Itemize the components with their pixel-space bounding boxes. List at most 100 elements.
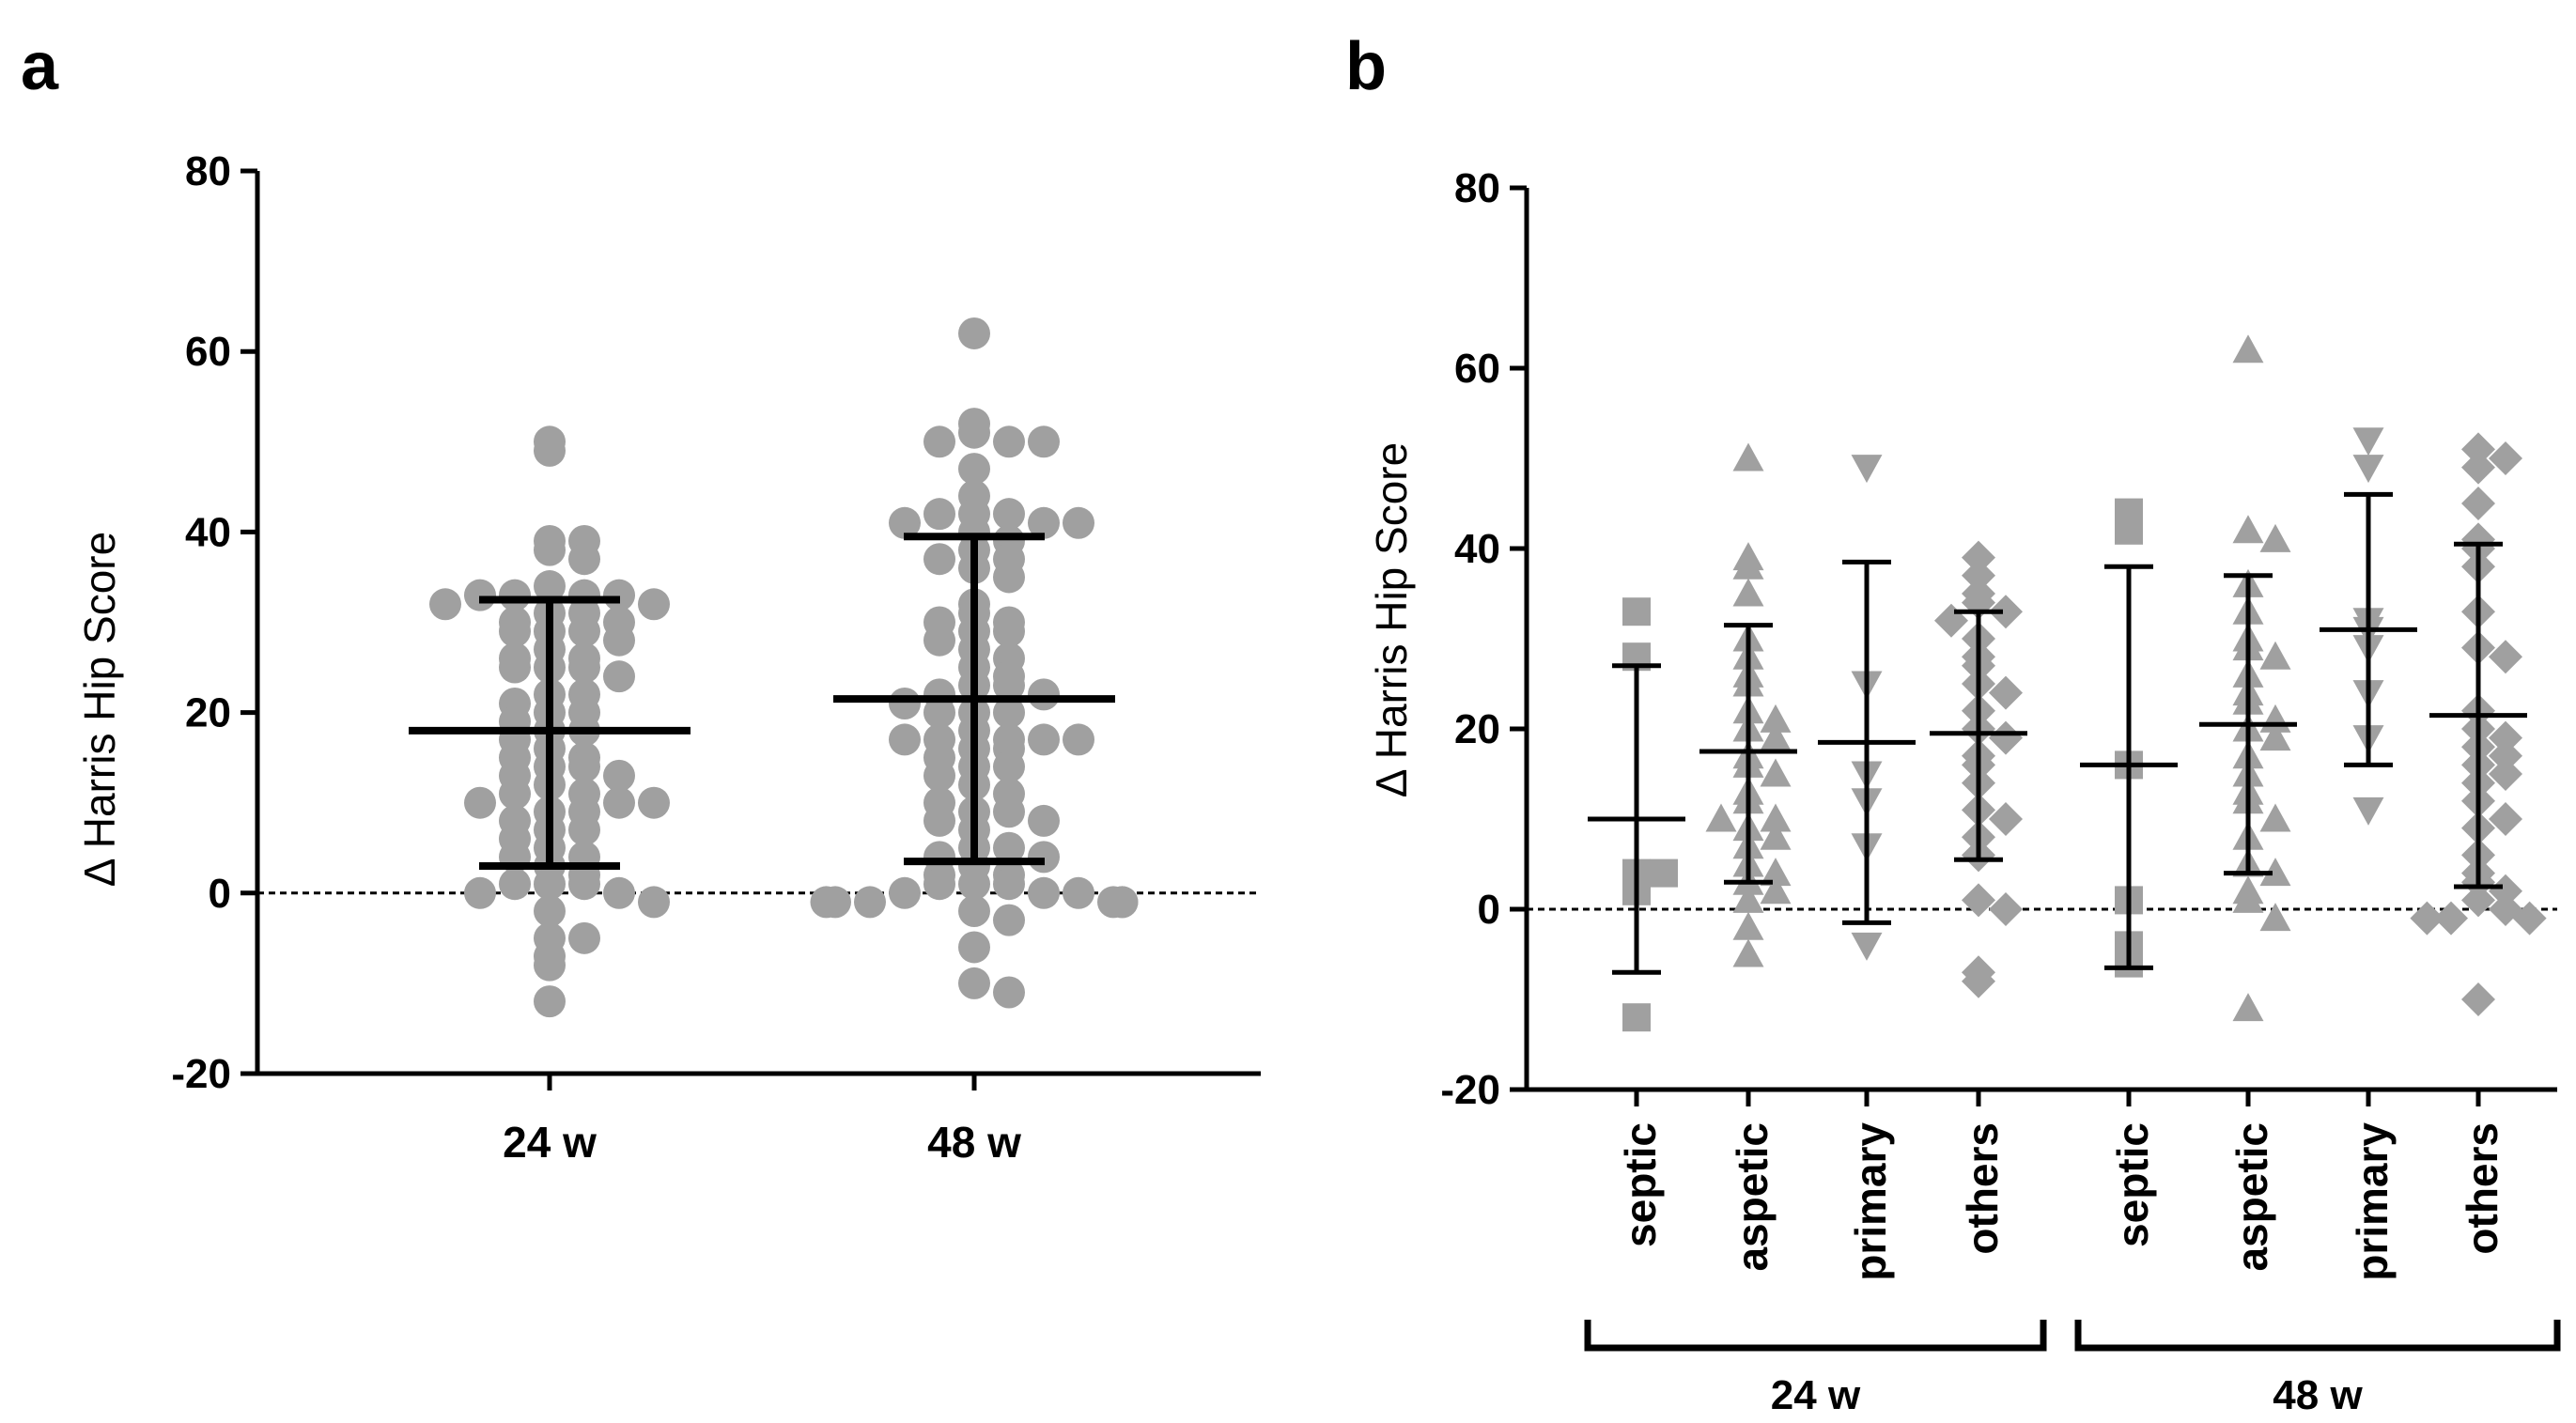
data-point	[603, 759, 635, 792]
data-point	[993, 796, 1025, 828]
data-point	[603, 786, 635, 819]
data-point	[958, 895, 990, 928]
data-point	[568, 921, 600, 954]
panel-b-y-tick-label: 20	[1454, 706, 1500, 752]
data-point	[2232, 515, 2264, 544]
panel-a-y-tick-label: 0	[209, 871, 231, 917]
data-point	[429, 588, 461, 621]
data-point	[1732, 911, 1764, 940]
panel-a-y-tick-label: 20	[185, 690, 231, 736]
data-point	[1063, 506, 1094, 539]
data-point	[1028, 876, 1060, 909]
data-point	[638, 886, 670, 919]
data-point	[854, 886, 886, 919]
panel-a-y-axis-title: Δ Harris Hip Score	[75, 532, 124, 887]
data-point	[993, 425, 1025, 458]
data-point	[2259, 803, 2291, 832]
data-point	[1705, 803, 1737, 832]
panel-b-x-tick-label: septic	[1616, 1122, 1665, 1247]
data-point	[499, 868, 531, 901]
data-point	[923, 804, 955, 837]
data-point	[958, 453, 990, 486]
data-point	[2259, 523, 2291, 552]
data-point	[993, 868, 1025, 901]
data-point	[810, 886, 843, 919]
data-point	[1028, 506, 1060, 539]
data-point	[2232, 993, 2264, 1022]
data-point	[958, 868, 990, 901]
data-point	[2489, 874, 2522, 908]
data-point	[1851, 455, 1883, 484]
panel-b-y-tick-label: 0	[1478, 887, 1500, 933]
data-point	[923, 624, 955, 657]
panel-a-y-tick-label: -20	[171, 1051, 231, 1097]
panel-b-letter: b	[1345, 29, 1387, 104]
data-point	[534, 534, 566, 566]
data-point	[993, 669, 1025, 702]
data-point	[464, 876, 496, 909]
panel-b-y-tick-label: 40	[1454, 526, 1500, 572]
data-point	[993, 976, 1025, 1009]
data-point	[2259, 903, 2291, 932]
panel-b-x-tick-label: septic	[2108, 1122, 2157, 1247]
data-point	[889, 687, 921, 719]
data-point	[2461, 883, 2495, 918]
panel-a-x-tick-label: 24 w	[503, 1118, 597, 1167]
data-point	[1989, 802, 2023, 836]
panel-a-letter: a	[21, 29, 59, 104]
panel-b-y-tick-label: -20	[1440, 1067, 1500, 1113]
panel-b: Δ Harris Hip Score -20 0 20 40 60 80 sep…	[1367, 165, 2561, 1418]
data-point	[1760, 704, 1792, 733]
panel-b-group-label: 48 w	[2273, 1372, 2363, 1418]
data-point	[993, 696, 1025, 729]
data-point	[889, 723, 921, 756]
data-point	[993, 750, 1025, 783]
data-point	[2461, 450, 2495, 485]
data-point	[534, 895, 566, 928]
panel-a: Δ Harris Hip Score -20 0 20 40 60 80 24 …	[75, 148, 1261, 1167]
data-point	[1732, 550, 1764, 580]
data-point	[1732, 938, 1764, 967]
data-point	[1760, 821, 1792, 850]
data-point	[2512, 901, 2547, 936]
data-point	[2461, 432, 2495, 467]
panel-b-x-tick-label: primary	[1846, 1122, 1895, 1281]
data-point	[568, 615, 600, 648]
data-point	[2410, 901, 2444, 936]
panel-b-x-tick-label: others	[2458, 1122, 2506, 1255]
data-point	[1760, 758, 1792, 787]
data-point	[993, 831, 1025, 864]
data-point	[923, 498, 955, 531]
data-point	[958, 317, 990, 349]
data-point	[534, 570, 566, 603]
data-point	[923, 759, 955, 792]
data-point	[464, 786, 496, 819]
data-point	[534, 985, 566, 1018]
data-point	[464, 579, 496, 611]
panel-b-y-tick-label: 60	[1454, 346, 1500, 392]
data-point	[1962, 964, 1995, 998]
data-point	[1732, 884, 1764, 913]
panel-b-y-tick-label: 80	[1454, 165, 1500, 211]
data-point	[993, 561, 1025, 594]
data-point	[2352, 797, 2384, 826]
data-point	[1989, 595, 2023, 629]
data-point	[568, 543, 600, 576]
data-point	[2461, 982, 2495, 1016]
data-point	[1028, 425, 1060, 458]
data-point	[1760, 722, 1792, 751]
data-point	[889, 506, 921, 539]
data-point	[499, 615, 531, 648]
data-point	[923, 425, 955, 458]
panel-b-x-tick-label: aspetic	[2227, 1122, 2276, 1272]
data-point	[923, 543, 955, 576]
data-point	[1962, 883, 1995, 918]
data-point	[1989, 892, 2023, 926]
data-point	[1962, 558, 1995, 593]
data-point	[1962, 540, 1995, 575]
data-point	[2489, 757, 2522, 791]
data-point	[534, 868, 566, 901]
data-point	[2434, 901, 2468, 936]
data-point	[568, 750, 600, 783]
